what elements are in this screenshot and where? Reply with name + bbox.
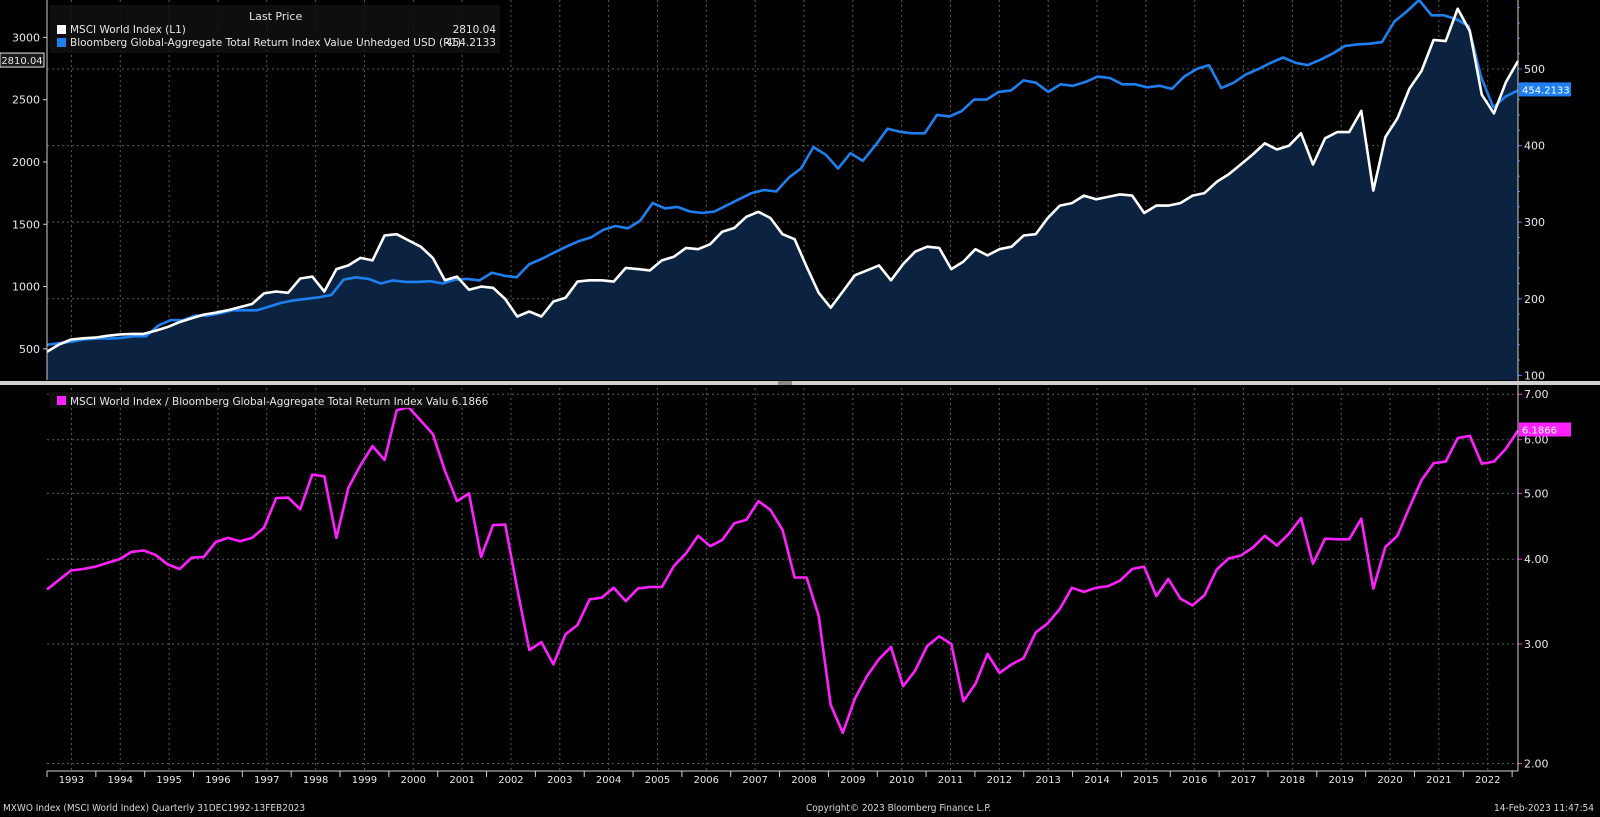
- panel-divider-grip: [778, 381, 792, 385]
- x-tick-label-2008: 2008: [791, 775, 816, 786]
- x-tick-label-2018: 2018: [1280, 775, 1305, 786]
- x-tick-label-2000: 2000: [401, 775, 426, 786]
- right-tick-label-200: 200: [1524, 293, 1545, 306]
- x-tick-label-2004: 2004: [596, 775, 621, 786]
- right-tick-label-300: 300: [1524, 216, 1545, 229]
- x-tick-label-2021: 2021: [1426, 775, 1451, 786]
- x-tick-label-2022: 2022: [1475, 775, 1500, 786]
- ratio-line: [46, 405, 1520, 735]
- legend-value-0: 2810.04: [453, 24, 497, 36]
- left-tick-label-1000: 1000: [12, 281, 40, 294]
- bottom-tick-label-2.00: 2.00: [1524, 758, 1549, 771]
- x-tick-label-2012: 2012: [987, 775, 1012, 786]
- bottom-tick-label-7.00: 7.00: [1524, 388, 1549, 401]
- right-tick-label-400: 400: [1524, 140, 1545, 153]
- bloomberg-agg-line: [46, 0, 1519, 347]
- x-tick-label-2015: 2015: [1133, 775, 1158, 786]
- right-bottom-tag-bg: [1519, 422, 1571, 437]
- footer-timestamp: 14-Feb-2023 11:47:54: [1494, 803, 1594, 814]
- left-tick-label-1500: 1500: [12, 218, 40, 231]
- x-tick-label-2002: 2002: [498, 775, 523, 786]
- bottom-tick-label-5.00: 5.00: [1524, 487, 1549, 500]
- x-tick-label-1998: 1998: [303, 775, 328, 786]
- bottom-legend-swatch: [57, 396, 66, 405]
- left-tick-label-500: 500: [19, 343, 40, 356]
- legend-label-1: Bloomberg Global-Aggregate Total Return …: [70, 37, 461, 49]
- footer: MXWO Index (MSCI World Index) Quarterly …: [0, 801, 1600, 817]
- legend-header: Last Price: [249, 10, 302, 23]
- x-tick-label-2020: 2020: [1377, 775, 1402, 786]
- x-tick-label-1995: 1995: [156, 775, 181, 786]
- msci-world-line: [46, 7, 1520, 353]
- top-panel-plot: [46, 0, 1520, 380]
- right-bottom-tag: 6.1866: [1522, 426, 1557, 437]
- panel-divider: [0, 381, 1600, 385]
- x-tick-label-2001: 2001: [449, 775, 474, 786]
- bottom-panel-plot: [46, 405, 1520, 735]
- x-tick-label-1994: 1994: [108, 775, 133, 786]
- left-last-tag: 2810.04: [1, 56, 42, 67]
- x-tick-label-2016: 2016: [1182, 775, 1207, 786]
- x-tick-label-2014: 2014: [1084, 775, 1109, 786]
- x-tick-label-2006: 2006: [694, 775, 719, 786]
- left-tick-label-2500: 2500: [12, 94, 40, 107]
- bottom-tick-label-3.00: 3.00: [1524, 638, 1549, 651]
- top-legend-box: [50, 5, 500, 53]
- x-tick-label-1996: 1996: [205, 775, 230, 786]
- bottom-legend-label: MSCI World Index / Bloomberg Global-Aggr…: [70, 396, 489, 408]
- x-tick-label-2007: 2007: [742, 775, 767, 786]
- x-tick-label-1999: 1999: [352, 775, 377, 786]
- right-tick-label-500: 500: [1524, 63, 1545, 76]
- x-tick-label-2009: 2009: [840, 775, 865, 786]
- right-tick-label-100: 100: [1524, 369, 1545, 382]
- legend-label-0: MSCI World Index (L1): [70, 24, 186, 36]
- footer-copyright: Copyright© 2023 Bloomberg Finance L.P.: [806, 803, 992, 814]
- bottom-tick-label-6.00: 6.00: [1524, 434, 1549, 447]
- x-tick-label-2011: 2011: [938, 775, 963, 786]
- x-tick-label-2019: 2019: [1328, 775, 1353, 786]
- x-tick-label-2017: 2017: [1231, 775, 1256, 786]
- x-tick-label-2005: 2005: [645, 775, 670, 786]
- chart-svg: 1993 1994 1995 1996 1997 1998 1999 2000 2001 2002…: [0, 0, 1600, 786]
- right-top-tag-bg: [1519, 82, 1571, 97]
- bottom-panel-grid: [47, 388, 1518, 771]
- bottom-legend-box: [50, 392, 470, 408]
- left-tick-label-3000: 3000: [12, 31, 40, 44]
- x-tick-label-1997: 1997: [254, 775, 279, 786]
- left-last-tag-bg: [0, 52, 45, 68]
- x-tick-label-1993: 1993: [59, 775, 84, 786]
- msci-area: [47, 8, 1518, 380]
- bottom-tick-label-4.00: 4.00: [1524, 553, 1549, 566]
- axes: 1993 1994 1995 1996 1997 1998 1999 2000 2001 2002…: [0, 0, 1600, 786]
- left-tick-label-2000: 2000: [12, 156, 40, 169]
- legend-swatch-1: [57, 38, 66, 47]
- x-tick-label-2003: 2003: [547, 775, 572, 786]
- right-top-tag: 454.2133: [1522, 85, 1570, 96]
- x-tick-label-2010: 2010: [889, 775, 914, 786]
- legend-value-1: 454.2133: [446, 37, 496, 49]
- footer-source: MXWO Index (MSCI World Index) Quarterly …: [3, 803, 306, 814]
- x-tick-label-2013: 2013: [1035, 775, 1060, 786]
- legend-swatch-0: [57, 25, 66, 34]
